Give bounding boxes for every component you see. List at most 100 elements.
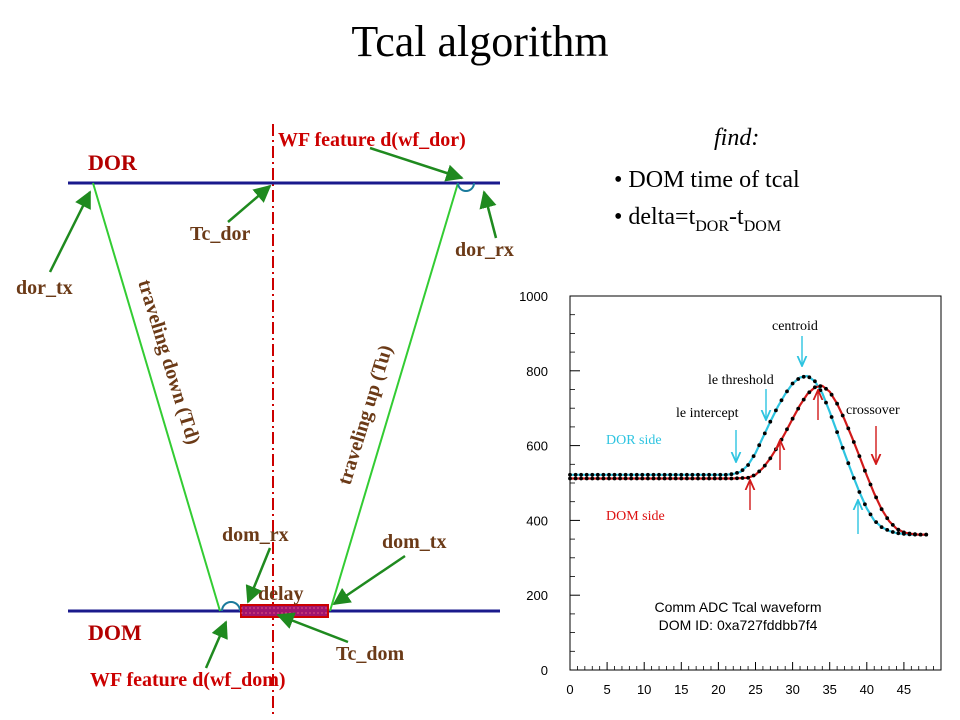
sample-point: [612, 476, 617, 481]
sample-point: [573, 476, 578, 481]
sample-point: [779, 398, 784, 403]
sample-point: [890, 523, 895, 527]
sample-point: [790, 416, 795, 421]
sample-point: [579, 472, 583, 477]
sample-point: [751, 473, 756, 478]
arrow-dom-rx: [245, 547, 272, 604]
page-title: Tcal algorithm: [351, 17, 608, 66]
traveling-down-label: traveling down (Td): [133, 277, 204, 447]
sample-point: [690, 472, 695, 477]
sample-point: [818, 384, 823, 388]
dor-rx-label: dor_rx: [455, 239, 514, 261]
timing-diagram: DOR DOM traveling down (Td) traveling up…: [16, 124, 514, 715]
sample-point: [712, 476, 717, 481]
sample-point: [701, 472, 706, 477]
x-tick-label: 35: [822, 682, 836, 697]
y-tick-label: 800: [526, 364, 548, 379]
sample-point: [640, 476, 645, 481]
sample-point: [629, 472, 634, 477]
dom-side-label: DOM side: [606, 509, 665, 524]
sample-point: [896, 531, 901, 536]
sample-point: [595, 476, 600, 481]
sample-point: [690, 476, 695, 481]
sample-point: [840, 413, 845, 418]
sample-point: [679, 472, 684, 477]
dom-rx-label: dom_rx: [222, 524, 289, 546]
sample-point: [579, 476, 583, 481]
sample-point: [601, 472, 606, 477]
sample-point: [634, 472, 639, 477]
sample-point: [668, 476, 673, 481]
x-tick-label: 20: [711, 682, 725, 697]
sample-point: [768, 456, 773, 461]
sample-point: [768, 419, 773, 424]
le-threshold-label: le threshold: [708, 373, 774, 388]
sample-point: [846, 426, 851, 431]
sample-point: [707, 476, 711, 481]
sample-point: [790, 381, 795, 386]
sample-point: [840, 445, 845, 450]
sample-point: [651, 472, 656, 477]
x-tick-label: 40: [860, 682, 874, 697]
sample-point: [818, 388, 823, 393]
sample-point: [829, 415, 834, 419]
arrow-dor-rx: [479, 190, 498, 239]
sample-point: [774, 447, 778, 452]
delay-box: [240, 604, 329, 618]
delta-sub-dom: DOM: [744, 218, 781, 235]
sample-point: [746, 475, 750, 480]
find-block: find: • DOM time of tcal • delta=tDOR-tD…: [614, 125, 800, 235]
sample-point: [851, 440, 856, 444]
sample-point: [868, 482, 873, 487]
sample-point: [651, 476, 656, 481]
sample-point: [907, 531, 912, 536]
find-bullet-delta: • delta=tDOR-tDOM: [614, 204, 781, 235]
sample-point: [607, 476, 611, 481]
sample-point: [618, 472, 622, 477]
centroid-label: centroid: [772, 319, 818, 334]
x-tick-label: 15: [674, 682, 688, 697]
y-tick-label: 1000: [519, 289, 548, 304]
sample-point: [740, 468, 745, 472]
sample-point: [751, 454, 756, 458]
dor-label: DOR: [88, 150, 138, 175]
sample-point: [846, 461, 851, 466]
sample-point: [595, 472, 600, 477]
axis-ticks: 0 5 10 15 20 25 30 35 40 45 0 200 400 600 800 1000: [519, 289, 934, 697]
sample-point: [851, 476, 856, 480]
x-tick-label: 5: [603, 682, 610, 697]
dor-tx-label: dor_tx: [16, 277, 73, 299]
sample-point: [863, 468, 867, 473]
sample-point: [896, 527, 901, 532]
dor-feature-arc: [457, 182, 475, 192]
chart-caption-1: Comm ADC Tcal waveform: [654, 599, 821, 615]
sample-point: [646, 476, 650, 481]
arrow-wf-dom: [204, 620, 228, 669]
waveform-chart: 0 5 10 15 20 25 30 35 40 45 0 200 400 600 800 1000 cent…: [519, 289, 942, 697]
y-tick-label: 400: [526, 513, 548, 528]
sample-point: [601, 476, 606, 481]
sample-point: [918, 532, 923, 537]
sample-point: [874, 495, 878, 500]
sample-point: [902, 530, 906, 535]
sample-point: [712, 472, 717, 477]
x-tick-label: 0: [566, 682, 573, 697]
sample-point: [796, 406, 801, 411]
le-intercept-label: le intercept: [676, 406, 739, 421]
sample-point: [584, 476, 589, 481]
sample-point: [774, 408, 778, 413]
y-tick-label: 600: [526, 439, 548, 454]
arrow-dom-tx: [332, 554, 406, 606]
sample-point: [701, 476, 706, 481]
sample-point: [813, 379, 817, 384]
sample-point: [807, 390, 812, 395]
sample-point: [685, 472, 689, 477]
sample-point: [796, 377, 801, 381]
sample-point: [696, 476, 700, 481]
sample-point: [718, 472, 723, 477]
sample-point: [729, 472, 734, 477]
wf-feature-dor-label: WF feature d(wf_dor): [278, 129, 466, 151]
sample-point: [835, 401, 839, 406]
delta-sub-dor: DOR: [695, 218, 729, 235]
